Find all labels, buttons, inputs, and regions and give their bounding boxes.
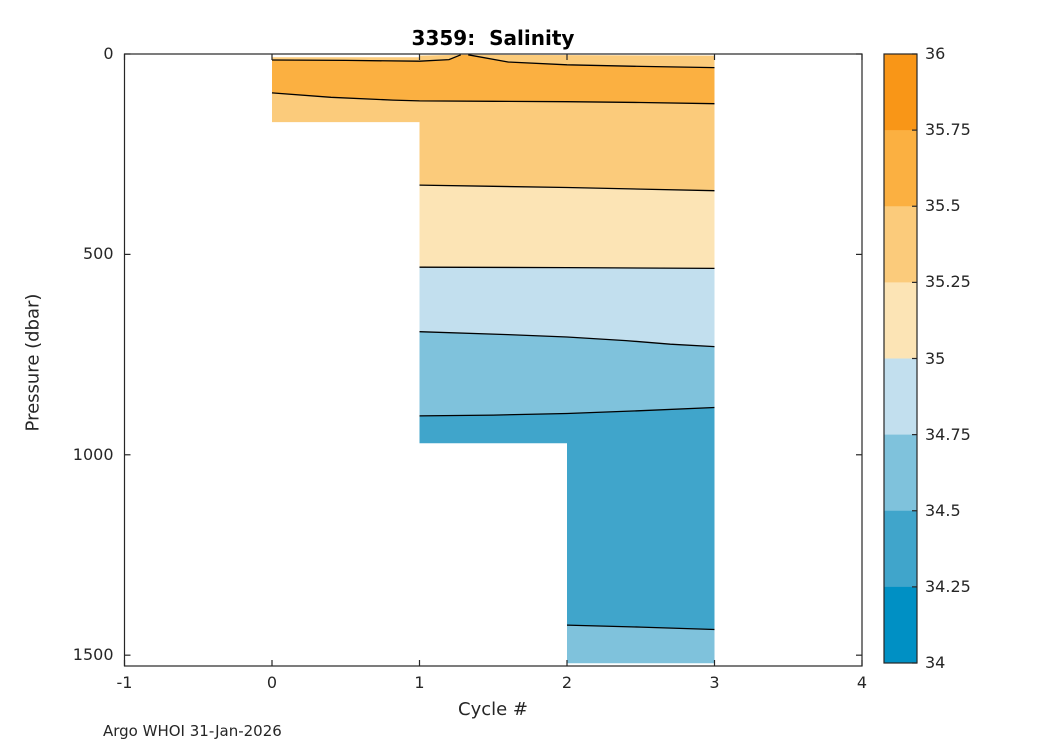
x-tick-label-1: 1 <box>414 673 425 692</box>
x-tick-label-0: 0 <box>266 673 278 692</box>
y-tick-label-0: 0 <box>103 44 114 63</box>
x-tick-label-4: 4 <box>856 673 868 692</box>
band-35.25-35.5 <box>272 92 715 191</box>
axes-box <box>123 53 863 667</box>
y-tick-label-1500: 1500 <box>72 645 114 665</box>
contour-line-35.25 <box>419 184 715 192</box>
contour-line-35.5 <box>271 54 462 62</box>
band-35.5-35.75 <box>272 54 715 104</box>
x-axis-label: Cycle # <box>458 699 528 720</box>
band-35.25-35.5 <box>272 54 461 62</box>
colorbar-tick-label-34: 34 <box>925 653 946 672</box>
contour-line-34.5 <box>566 624 715 631</box>
y-tick-label-1000: 1000 <box>72 444 114 464</box>
contour-line-34.5 <box>419 406 715 417</box>
chart-title: 3359: Salinity <box>411 26 575 50</box>
y-tick-label-500: 500 <box>82 244 114 264</box>
colorbar-band-34.5-34.75 <box>884 434 917 512</box>
contour-fill-regions <box>272 54 715 664</box>
contour-line-35.5 <box>271 92 715 105</box>
colorbar-tick-label-36: 36 <box>925 44 946 63</box>
x-tick-label-3: 3 <box>709 673 720 692</box>
colorbar-tick-label-34.25: 34.25 <box>925 576 971 596</box>
colorbar-band-34.25-34.5 <box>884 510 917 588</box>
colorbar-tick-label-35.25: 35.25 <box>925 272 971 292</box>
colorbar-band-35.5-35.75 <box>884 130 917 207</box>
colorbar <box>883 53 918 664</box>
band-35-35.25 <box>419 185 715 269</box>
colorbar-band-34-34.25 <box>884 586 917 664</box>
colorbar-band-35.25-35.5 <box>884 206 917 283</box>
colorbar-tick-label-34.5: 34.5 <box>925 500 961 520</box>
colorbar-band-35.75-36 <box>884 54 917 131</box>
band-34.5-34.75 <box>567 625 715 664</box>
source-annotation: Argo WHOI 31-Jan-2026 <box>103 722 282 740</box>
colorbar-tick-label-35: 35 <box>925 348 946 368</box>
band-34.25-34.5 <box>419 407 715 630</box>
x-tick-label-2: 2 <box>561 673 573 692</box>
contour-lines <box>271 54 715 631</box>
band-34.5-34.75 <box>419 331 715 416</box>
y-axis-label: Pressure (dbar) <box>22 293 44 432</box>
colorbar-tick-label-35.75: 35.75 <box>925 120 971 140</box>
colorbar-tick-label-34.75: 34.75 <box>925 424 971 444</box>
contour-line-35.5 <box>468 54 715 69</box>
contour-line-34.75 <box>419 331 715 348</box>
x-tick-label--1: -1 <box>116 673 133 692</box>
contour-line-35 <box>419 266 715 270</box>
band-35.25-35.5 <box>468 54 715 68</box>
colorbar-band-34.75-35 <box>884 358 917 436</box>
band-34.75-35 <box>419 267 715 347</box>
colorbar-tick-label-35.5: 35.5 <box>925 196 961 216</box>
colorbar-band-35-35.25 <box>884 282 917 359</box>
plot-border <box>123 53 863 667</box>
